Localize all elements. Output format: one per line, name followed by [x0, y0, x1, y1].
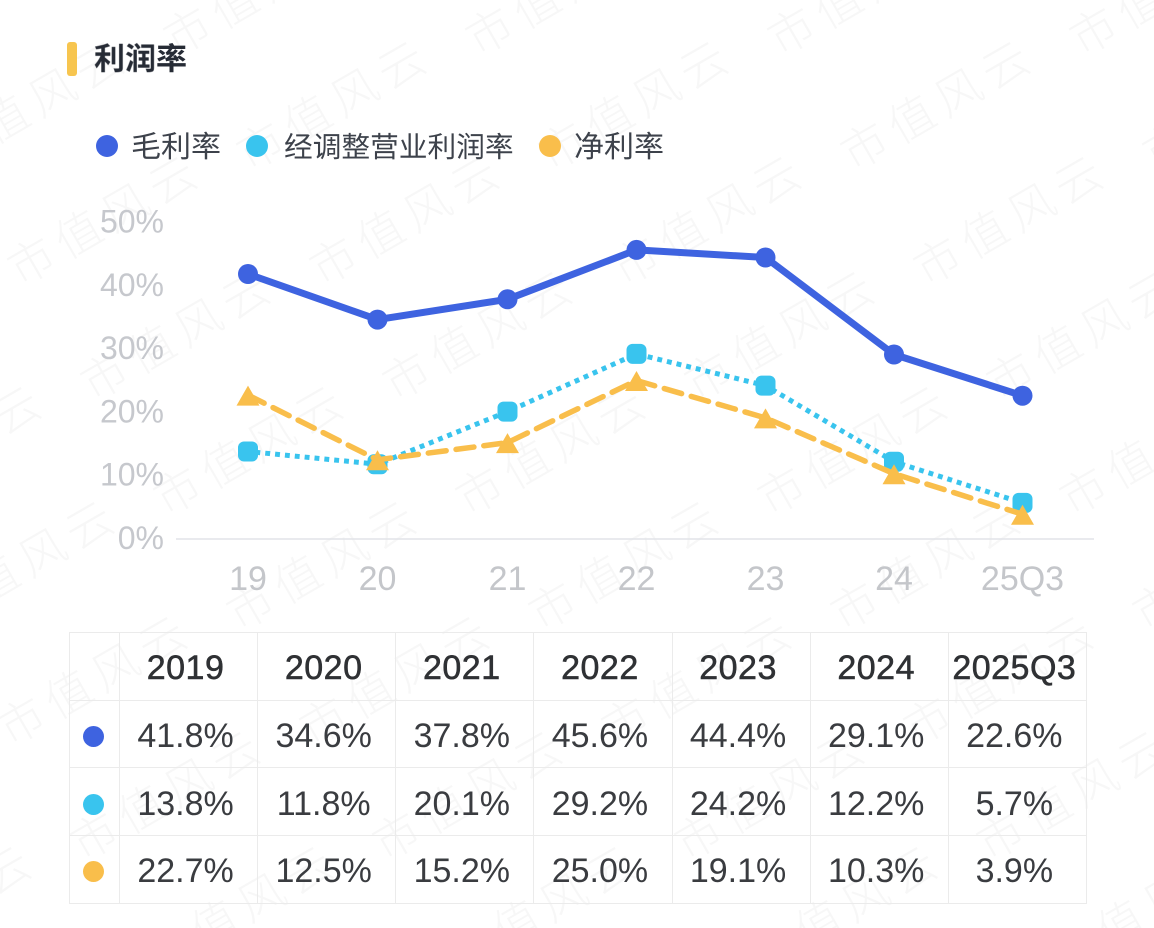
svg-text:10%: 10% — [100, 457, 164, 493]
svg-text:50%: 50% — [100, 204, 164, 240]
svg-text:21: 21 — [489, 560, 527, 598]
svg-text:0%: 0% — [118, 520, 164, 556]
svg-text:24: 24 — [875, 560, 913, 598]
svg-text:30%: 30% — [100, 330, 164, 366]
svg-text:22: 22 — [618, 560, 656, 598]
svg-text:25Q3: 25Q3 — [981, 560, 1064, 598]
svg-text:40%: 40% — [100, 267, 164, 303]
svg-text:20%: 20% — [100, 393, 164, 429]
svg-text:20: 20 — [359, 560, 397, 598]
svg-text:23: 23 — [747, 560, 785, 598]
svg-text:19: 19 — [229, 560, 267, 598]
